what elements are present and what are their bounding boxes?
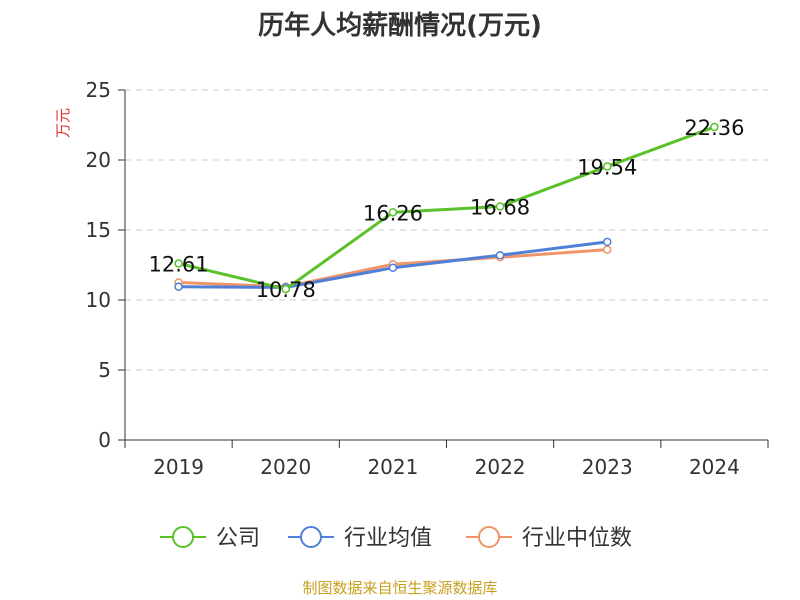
data-label-2021: 16.26 — [363, 201, 423, 225]
point-0-2022 — [495, 202, 505, 211]
y-tick-label-2: 10 — [86, 288, 111, 312]
legend: 公司 行业均值 行业中位数 — [160, 526, 632, 551]
y-tick-label-1: 5 — [98, 358, 111, 382]
data-label-2024: 22.36 — [684, 116, 744, 140]
data-label-2023: 19.54 — [577, 155, 637, 179]
point-2-2023 — [603, 245, 612, 254]
y-tick-label-0: 0 — [98, 428, 111, 452]
legend-marker-2 — [478, 526, 500, 548]
x-tick-label-2019: 2019 — [153, 455, 204, 479]
axes: 0 5 10 15 20 25 2019 2020 2021 2022 2023 2024 — [86, 78, 769, 479]
point-0-2020 — [281, 284, 290, 294]
legend-label-1: 行业均值 — [344, 526, 432, 551]
y-tick-label-4: 20 — [86, 148, 111, 172]
series-layer — [174, 122, 719, 294]
point-0-2019 — [174, 259, 183, 268]
x-tick-label-2023: 2023 — [582, 455, 633, 479]
legend-marker-1 — [300, 526, 322, 548]
legend-item-0: 公司 — [160, 526, 260, 551]
legend-label-2: 行业中位数 — [522, 526, 632, 551]
x-tick-label-2021: 2021 — [367, 455, 418, 479]
point-1-2022 — [495, 250, 505, 260]
x-tick-label-2020: 2020 — [260, 455, 311, 479]
point-1-2019 — [174, 282, 183, 291]
data-label-2022: 16.68 — [470, 195, 530, 219]
x-tick-label-2022: 2022 — [475, 455, 526, 479]
series-line-0 — [178, 125, 715, 291]
x-tick-label-2024: 2024 — [689, 455, 740, 479]
legend-item-1: 行业均值 — [288, 526, 432, 551]
y-tick-label-5: 25 — [86, 78, 111, 102]
legend-item-2: 行业中位数 — [466, 526, 632, 551]
y-tick-label-3: 15 — [86, 218, 111, 242]
data-labels: 12.61 10.78 16.26 16.68 19.54 22.36 — [149, 116, 745, 302]
point-1-2023 — [603, 237, 612, 247]
chart-title: 历年人均薪酬情况(万元) — [258, 10, 542, 41]
point-0-2024 — [710, 122, 719, 132]
legend-marker-0 — [172, 526, 194, 548]
data-label-2020: 10.78 — [256, 278, 316, 302]
point-1-2021 — [388, 263, 398, 273]
legend-label-0: 公司 — [216, 526, 260, 551]
point-0-2021 — [388, 208, 398, 217]
data-label-2019: 12.61 — [149, 252, 209, 276]
grid-lines — [125, 89, 768, 371]
y-axis-label: 万元 — [54, 108, 72, 138]
point-0-2023 — [603, 162, 612, 171]
source-note: 制图数据来自恒生聚源数据库 — [302, 579, 497, 597]
